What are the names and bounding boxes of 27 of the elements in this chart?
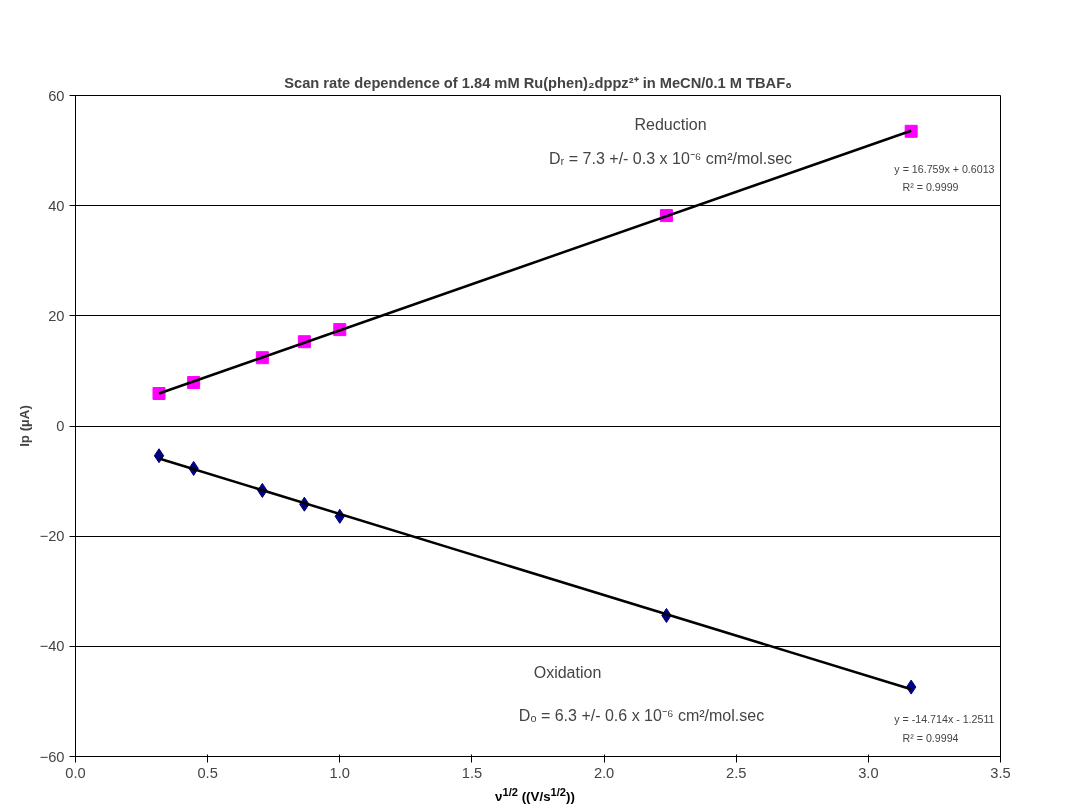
x-tick-label: 0.5 (197, 764, 218, 781)
chart-title: Scan rate dependence of 1.84 mM Ru(phen)₂dppz²⁺ in MeCN/0.1 M TBAF₆ (284, 74, 792, 91)
x-tick-label: 1.5 (461, 764, 483, 781)
annotation: Reduction (634, 116, 707, 133)
x-tick-label: 3.0 (858, 764, 879, 781)
point (153, 448, 165, 464)
annotation: y = -14.714x - 1.2511 (894, 712, 995, 725)
annotation: y = 16.759x + 0.6013 (894, 162, 995, 175)
y-tick-label: −60 (39, 748, 65, 765)
y-tick-label: −20 (39, 528, 65, 545)
annotation: Dᵣ = 7.3 +/- 0.3 x 10⁻⁶ cm²/mol.sec (548, 150, 793, 167)
x-tick-label: 2.0 (593, 764, 615, 781)
x-tick-label: 3.5 (990, 764, 1011, 781)
y-tick-label: 40 (48, 197, 65, 214)
annotation: Dₒ = 6.3 +/- 0.6 x 10⁻⁶ cm²/mol.sec (518, 707, 765, 724)
annotation: R² = 0.9994 (902, 731, 959, 744)
y-tick-label: 0 (56, 418, 65, 434)
annotation: R² = 0.9999 (902, 180, 959, 193)
y-tick-label: 60 (48, 87, 65, 104)
x-tick-label: 2.5 (726, 764, 747, 781)
x-axis-title: ν$^{1/2}$ ((V/s$^{1/2}$)) (494, 785, 576, 807)
x-tick-label: 0.0 (65, 764, 86, 781)
y-axis-title: Ip (µA) (16, 405, 32, 447)
annotation: Oxidation (533, 664, 602, 681)
y-tick-label: −40 (39, 638, 65, 655)
y-tick-label: 20 (48, 307, 65, 324)
x-tick-label: 1.0 (329, 764, 350, 781)
